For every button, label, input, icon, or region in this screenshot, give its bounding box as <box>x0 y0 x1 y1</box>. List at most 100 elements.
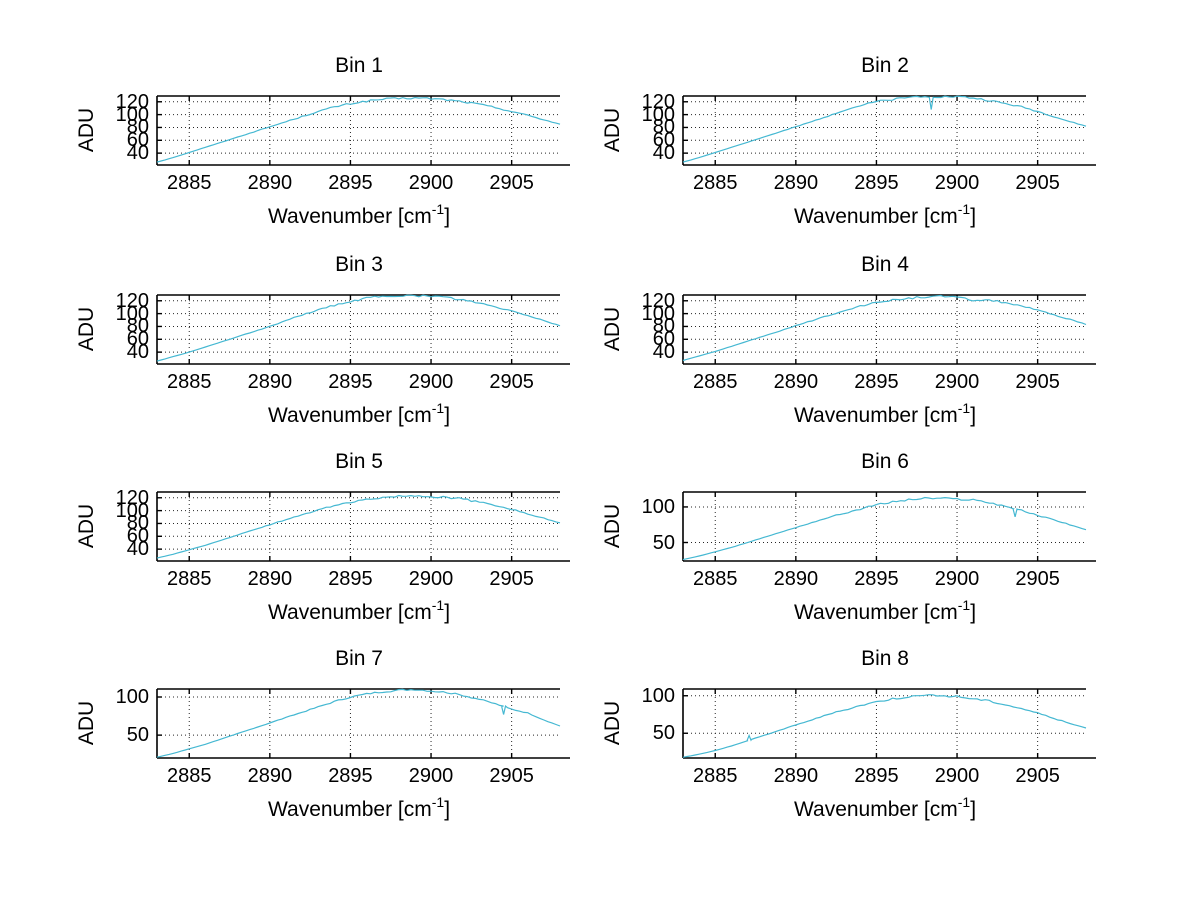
subplot-bin-8: Bin 8 ADU Wavenumber [cm-1] 2885 2890 2895… <box>543 643 1107 843</box>
x-tick-label: 2905 <box>1015 765 1060 787</box>
x-tick-label: 2890 <box>773 568 819 590</box>
x-axis-label: Wavenumber [cm-1] <box>157 597 561 628</box>
x-tick-label: 2885 <box>166 765 212 787</box>
axis-box <box>156 491 570 562</box>
y-tick-label: 40 <box>126 341 149 364</box>
axis-box <box>156 95 570 166</box>
subplot-title: Bin 1 <box>335 54 383 77</box>
x-tick-label: 2900 <box>934 568 980 590</box>
y-axis-label: ADU <box>601 503 624 549</box>
y-tick-label: 80 <box>126 315 149 338</box>
y-tick-label: 60 <box>652 129 675 152</box>
axis-box <box>682 95 1096 166</box>
x-axis-label: Wavenumber [cm-1] <box>157 400 561 431</box>
x-axis-label-part: -1 <box>431 794 445 810</box>
y-tick-label: 40 <box>652 142 675 165</box>
x-axis-label-part: -1 <box>957 597 971 613</box>
grid-lines <box>683 96 1086 165</box>
tick-marks <box>157 295 513 364</box>
x-axis-label: Wavenumber [cm-1] <box>683 794 1087 825</box>
x-tick-label: 2895 <box>328 172 373 194</box>
y-tick-label: 50 <box>652 722 675 745</box>
y-tick-label: 40 <box>126 142 149 165</box>
tick-marks <box>157 492 513 561</box>
tick-marks <box>683 492 1039 561</box>
y-tick-label: 80 <box>126 512 149 535</box>
y-tick-label: 120 <box>115 90 149 113</box>
x-axis-label-part: Wavenumber [cm <box>267 798 432 821</box>
x-axis-label-part: -1 <box>431 597 445 613</box>
grid-lines <box>157 96 560 165</box>
spectrum-curve <box>156 688 561 758</box>
y-tick-label: 100 <box>641 684 675 707</box>
x-axis-label: Wavenumber [cm-1] <box>683 201 1087 232</box>
plot-area <box>156 294 570 365</box>
x-tick-label: 2885 <box>692 568 738 590</box>
subplot-title: Bin 8 <box>861 647 909 670</box>
x-axis-label-part: ] <box>970 404 977 427</box>
subplot-bin-1: Bin 1 ADU Wavenumber [cm-1] 2885 2890 2895… <box>17 50 581 250</box>
x-axis-label-part: ] <box>444 205 451 228</box>
x-tick-label: 2900 <box>408 568 454 590</box>
x-axis-label: Wavenumber [cm-1] <box>157 794 561 825</box>
x-tick-label: 2885 <box>166 568 212 590</box>
x-axis-label-part: -1 <box>957 201 971 217</box>
grid-lines <box>157 492 560 561</box>
x-tick-label: 2885 <box>166 371 212 393</box>
x-tick-label: 2895 <box>854 765 899 787</box>
x-tick-label: 2905 <box>1015 371 1060 393</box>
x-axis-label-part: ] <box>444 601 451 624</box>
subplot-bin-5: Bin 5 ADU Wavenumber [cm-1] 2885 2890 2895… <box>17 446 581 646</box>
tick-marks <box>683 295 1039 364</box>
x-axis-label-part: -1 <box>957 794 971 810</box>
x-axis-label: Wavenumber [cm-1] <box>683 597 1087 628</box>
y-tick-label: 50 <box>652 531 675 554</box>
y-tick-label: 100 <box>641 302 675 325</box>
y-tick-label: 100 <box>115 499 149 522</box>
subplot-title: Bin 4 <box>861 253 909 276</box>
spectrum-curve <box>682 694 1087 758</box>
x-tick-label: 2895 <box>854 568 899 590</box>
x-tick-label: 2895 <box>328 371 373 393</box>
x-tick-label: 2900 <box>934 371 980 393</box>
x-axis-label-part: ] <box>444 798 451 821</box>
axis-box <box>156 688 570 759</box>
spectrum-curve <box>156 494 561 559</box>
plot-area <box>156 491 570 562</box>
grid-lines <box>683 492 1086 561</box>
x-axis-label-part: -1 <box>431 400 445 416</box>
x-axis-label-part: Wavenumber [cm <box>793 205 958 228</box>
subplot-title: Bin 2 <box>861 54 909 77</box>
spectrum-curve <box>682 496 1087 561</box>
tick-marks <box>157 689 513 758</box>
x-tick-label: 2890 <box>247 568 293 590</box>
x-tick-label: 2885 <box>692 172 738 194</box>
y-tick-label: 60 <box>652 328 675 351</box>
plot-area <box>682 491 1096 562</box>
y-tick-label: 120 <box>641 289 675 312</box>
x-axis-label-part: ] <box>970 798 977 821</box>
x-tick-label: 2900 <box>934 765 980 787</box>
y-tick-label: 120 <box>115 289 149 312</box>
y-tick-label: 120 <box>115 486 149 509</box>
y-tick-label: 80 <box>652 116 675 139</box>
x-tick-label: 2885 <box>166 172 212 194</box>
subplot-title: Bin 3 <box>335 253 383 276</box>
y-tick-label: 100 <box>115 302 149 325</box>
x-axis-label-part: Wavenumber [cm <box>267 601 432 624</box>
axis-box <box>682 491 1096 562</box>
subplot-title: Bin 6 <box>861 450 909 473</box>
y-tick-label: 120 <box>641 90 675 113</box>
y-tick-label: 60 <box>126 129 149 152</box>
x-tick-label: 2890 <box>247 765 293 787</box>
subplot-bin-6: Bin 6 ADU Wavenumber [cm-1] 2885 2890 2895… <box>543 446 1107 646</box>
grid-lines <box>157 295 560 364</box>
x-axis-label-part: Wavenumber [cm <box>793 404 958 427</box>
y-tick-label: 80 <box>126 116 149 139</box>
x-tick-label: 2905 <box>1015 172 1060 194</box>
x-tick-label: 2895 <box>328 568 373 590</box>
tick-marks <box>157 96 513 165</box>
x-tick-label: 2900 <box>408 172 454 194</box>
x-tick-label: 2885 <box>692 371 738 393</box>
